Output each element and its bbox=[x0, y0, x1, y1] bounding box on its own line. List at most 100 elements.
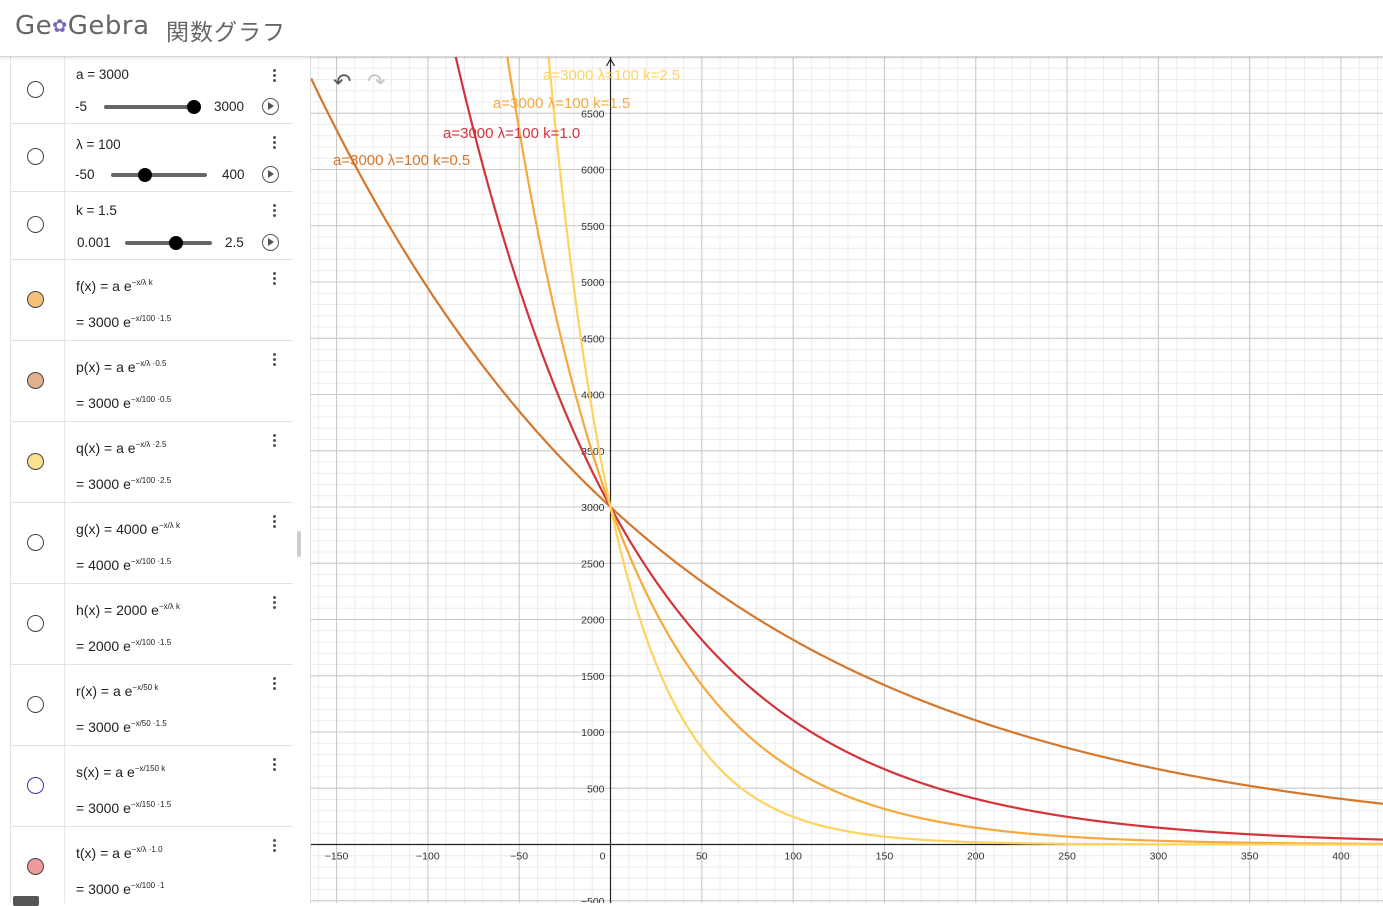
slider-knob-lambda[interactable] bbox=[138, 168, 152, 182]
graphics-view[interactable]: −150 −100 −50 0 50 100 150 200 250 300 350 400 −500 5… bbox=[311, 57, 1383, 903]
slider-track-k[interactable] bbox=[125, 241, 212, 245]
more-menu-icon[interactable] bbox=[271, 432, 277, 449]
function-row-h[interactable]: h(x) = 2000 e−x/λ k = 2000 e−x/100 ·1.5 bbox=[11, 584, 293, 665]
more-menu-icon[interactable] bbox=[271, 67, 277, 84]
curve-label: a=3000 λ=100 k=0.5 bbox=[333, 152, 470, 169]
x-tick-label: 300 bbox=[1150, 851, 1168, 863]
marble-column bbox=[11, 124, 65, 191]
marble-column bbox=[11, 827, 65, 903]
more-menu-icon[interactable] bbox=[271, 513, 277, 530]
y-tick-label: 1000 bbox=[581, 727, 605, 739]
marble-column bbox=[11, 422, 65, 502]
more-menu-icon[interactable] bbox=[271, 837, 277, 854]
visibility-toggle-r[interactable] bbox=[27, 696, 44, 713]
redo-icon[interactable]: ↷ bbox=[367, 69, 386, 94]
x-tick-label: 400 bbox=[1332, 851, 1350, 863]
play-icon[interactable] bbox=[262, 98, 279, 115]
x-tick-label: −50 bbox=[510, 851, 528, 863]
x-tick-label: 250 bbox=[1058, 851, 1076, 863]
play-icon[interactable] bbox=[262, 234, 279, 251]
value-g: = 4000 e−x/100 ·1.5 bbox=[76, 557, 172, 573]
slider-label-a: a = 3000 bbox=[76, 67, 129, 82]
visibility-toggle-p[interactable] bbox=[27, 372, 44, 389]
visibility-toggle-g[interactable] bbox=[27, 534, 44, 551]
value-r: = 3000 e−x/50 ·1.5 bbox=[76, 719, 167, 735]
y-tick-label: 2500 bbox=[581, 558, 605, 570]
keyboard-icon[interactable] bbox=[13, 896, 39, 906]
function-row-f[interactable]: f(x) = a e−x/λ k = 3000 e−x/100 ·1.5 bbox=[11, 260, 293, 341]
slider-knob-k[interactable] bbox=[169, 236, 183, 250]
slider-max-k: 2.5 bbox=[225, 235, 244, 250]
function-row-g[interactable]: g(x) = 4000 e−x/λ k = 4000 e−x/100 ·1.5 bbox=[11, 503, 293, 584]
x-tick-label: 350 bbox=[1241, 851, 1259, 863]
function-row-t[interactable]: t(x) = a e−x/λ ·1.0 = 3000 e−x/100 ·1 bbox=[11, 827, 293, 903]
visibility-toggle-f[interactable] bbox=[27, 291, 44, 308]
function-row-s[interactable]: s(x) = a e−x/150 k = 3000 e−x/150 ·1.5 bbox=[11, 746, 293, 827]
flower-icon: ✿ bbox=[52, 16, 68, 37]
function-graph[interactable]: −150 −100 −50 0 50 100 150 200 250 300 350 400−5005… bbox=[311, 57, 1383, 903]
visibility-toggle-q[interactable] bbox=[27, 453, 44, 470]
visibility-toggle-s[interactable] bbox=[27, 777, 44, 794]
slider-label-lambda: λ = 100 bbox=[76, 137, 121, 152]
geogebra-logo[interactable]: Ge✿Gebra bbox=[15, 11, 150, 41]
more-menu-icon[interactable] bbox=[271, 351, 277, 368]
slider-min-a: -5 bbox=[75, 99, 88, 114]
undo-icon[interactable]: ↶ bbox=[333, 69, 352, 94]
more-menu-icon[interactable] bbox=[271, 675, 277, 692]
curve-k-0.5 bbox=[311, 77, 1383, 805]
play-icon[interactable] bbox=[262, 166, 279, 183]
slider-knob-a[interactable] bbox=[187, 100, 201, 114]
definition-s: s(x) = a e−x/150 k bbox=[76, 764, 166, 780]
more-menu-icon[interactable] bbox=[271, 270, 277, 287]
y-tick-label: 5000 bbox=[581, 277, 605, 289]
visibility-toggle-a[interactable] bbox=[27, 81, 44, 98]
slider-row-a[interactable]: a = 3000 -5 3000 bbox=[11, 57, 293, 124]
x-tick-label: 100 bbox=[784, 851, 802, 863]
y-tick-label: −500 bbox=[581, 896, 605, 903]
more-menu-icon[interactable] bbox=[271, 756, 277, 773]
definition-g: g(x) = 4000 e−x/λ k bbox=[76, 521, 181, 537]
function-row-p[interactable]: p(x) = a e−x/λ ·0.5 = 3000 e−x/100 ·0.5 bbox=[11, 341, 293, 422]
curve-label: a=3000 λ=100 k=2.5 bbox=[543, 67, 680, 84]
panel-resize-handle[interactable] bbox=[297, 531, 301, 557]
value-s: = 3000 e−x/150 ·1.5 bbox=[76, 800, 172, 816]
function-row-q[interactable]: q(x) = a e−x/λ ·2.5 = 3000 e−x/100 ·2.5 bbox=[11, 422, 293, 503]
slider-track-a[interactable] bbox=[104, 105, 200, 109]
function-row-r[interactable]: r(x) = a e−x/50 k = 3000 e−x/50 ·1.5 bbox=[11, 665, 293, 746]
x-tick-label: 200 bbox=[967, 851, 985, 863]
y-tick-label: 4000 bbox=[581, 390, 605, 402]
definition-f: f(x) = a e−x/λ k bbox=[76, 278, 153, 294]
curve-k-1 bbox=[454, 57, 1383, 841]
y-tick-label: 3000 bbox=[581, 502, 605, 514]
curve-k-2.5 bbox=[547, 57, 1383, 846]
marble-column bbox=[11, 503, 65, 583]
marble-column bbox=[11, 57, 65, 123]
marble-column bbox=[11, 260, 65, 340]
visibility-toggle-h[interactable] bbox=[27, 615, 44, 632]
slider-max-a: 3000 bbox=[214, 99, 245, 114]
more-menu-icon[interactable] bbox=[271, 594, 277, 611]
more-menu-icon[interactable] bbox=[271, 134, 277, 151]
x-tick-label: −150 bbox=[325, 851, 349, 863]
marble-column bbox=[11, 341, 65, 421]
more-menu-icon[interactable] bbox=[271, 202, 277, 219]
y-tick-label: 6500 bbox=[581, 108, 605, 120]
slider-row-k[interactable]: k = 1.5 0.001 2.5 bbox=[11, 192, 293, 260]
visibility-toggle-lambda[interactable] bbox=[27, 148, 44, 165]
slider-max-lambda: 400 bbox=[222, 167, 245, 182]
slider-track-lambda[interactable] bbox=[111, 173, 207, 177]
value-p: = 3000 e−x/100 ·0.5 bbox=[76, 395, 172, 411]
visibility-toggle-t[interactable] bbox=[27, 858, 44, 875]
slider-min-lambda: -50 bbox=[75, 167, 95, 182]
slider-row-lambda[interactable]: λ = 100 -50 400 bbox=[11, 124, 293, 192]
value-t: = 3000 e−x/100 ·1 bbox=[76, 881, 165, 897]
value-q: = 3000 e−x/100 ·2.5 bbox=[76, 476, 172, 492]
x-tick-label: 50 bbox=[696, 851, 708, 863]
y-tick-label: 500 bbox=[587, 783, 605, 795]
y-tick-label: 5500 bbox=[581, 221, 605, 233]
y-tick-label: 1500 bbox=[581, 671, 605, 683]
definition-h: h(x) = 2000 e−x/λ k bbox=[76, 602, 181, 618]
y-axis-arrow bbox=[605, 57, 616, 67]
value-f: = 3000 e−x/100 ·1.5 bbox=[76, 314, 172, 330]
visibility-toggle-k[interactable] bbox=[27, 216, 44, 233]
